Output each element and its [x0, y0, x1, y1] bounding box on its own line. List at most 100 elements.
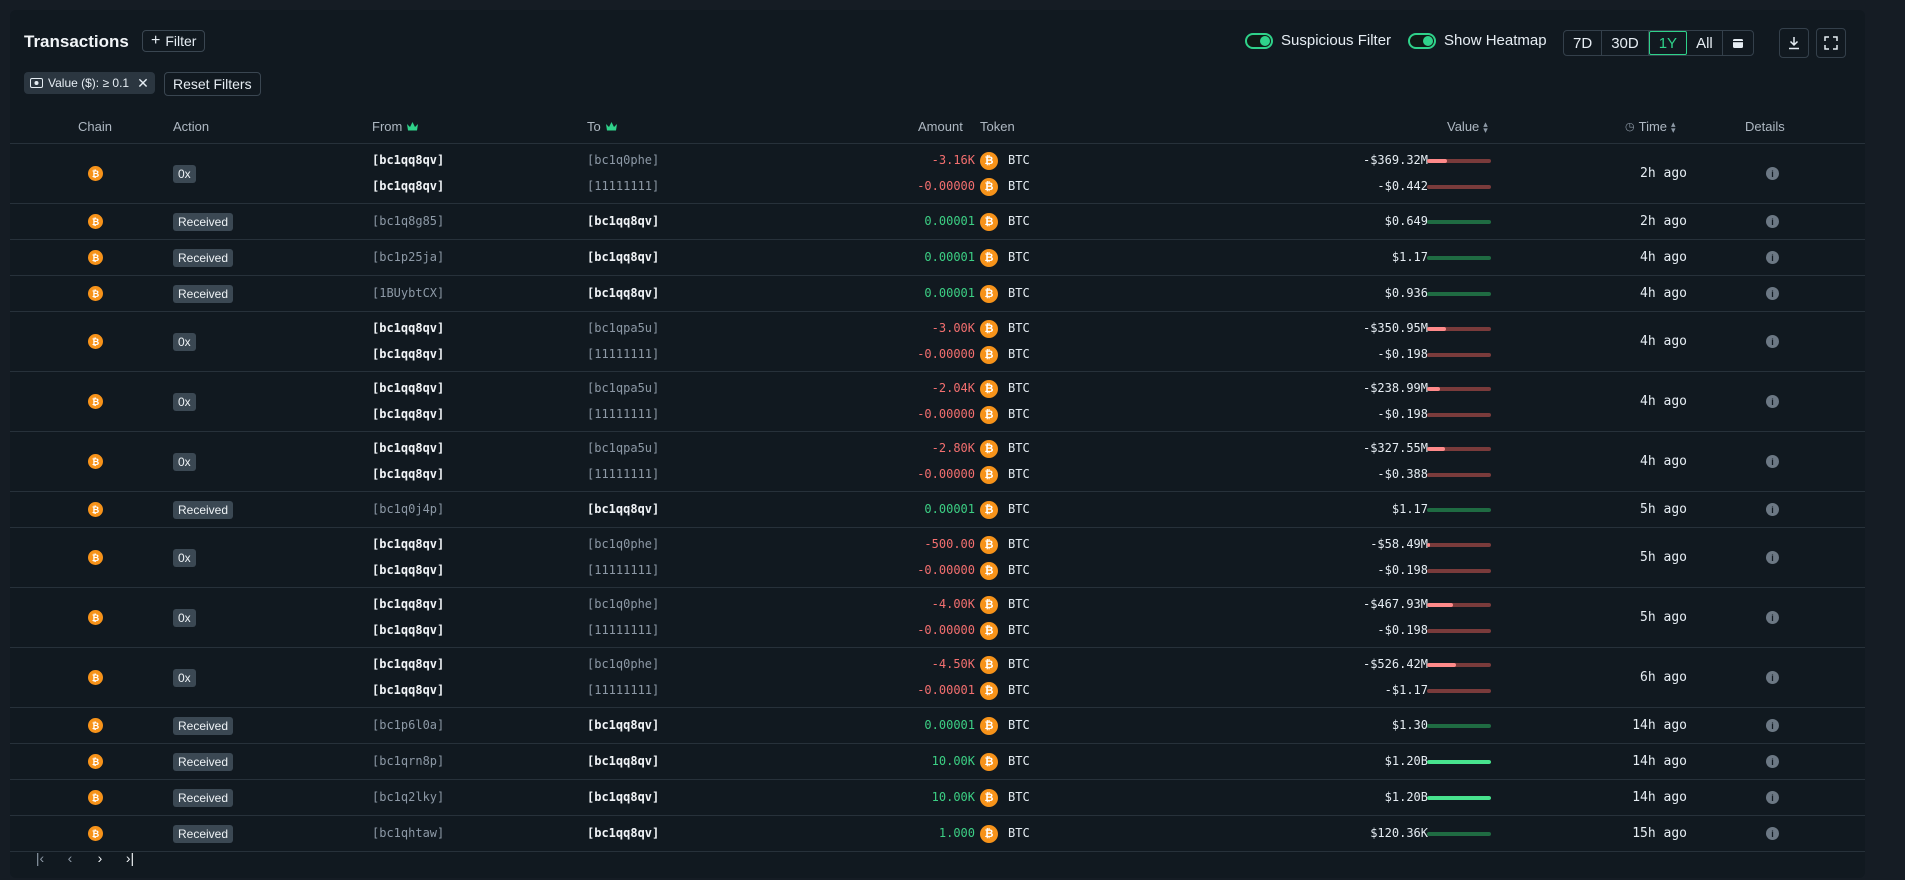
table-row[interactable]: ₿ Received [bc1q2lky] [bc1qq8qv] 10.00K ₿ BTC $… — [10, 780, 1865, 816]
range-all-button[interactable]: All — [1687, 31, 1723, 55]
to-address[interactable]: [bc1qpa5u] — [587, 441, 660, 455]
details-info-icon[interactable]: i — [1766, 551, 1779, 564]
details-info-icon[interactable]: i — [1766, 755, 1779, 768]
to-address[interactable]: [11111111] — [587, 467, 660, 481]
to-address[interactable]: [11111111] — [587, 563, 660, 577]
to-address[interactable]: [bc1qq8qv] — [587, 717, 660, 732]
from-address[interactable]: [bc1qq8qv] — [372, 597, 445, 611]
from-address[interactable]: [bc1qrn8p] — [372, 753, 445, 768]
table-row[interactable]: ₿ 0x [bc1qq8qv] [bc1q0phe] -4.50K ₿ BTC -$526.4… — [10, 648, 1865, 708]
table-row[interactable]: ₿ Received [bc1p6l0a] [bc1qq8qv] 0.00001 ₿ BTC… — [10, 708, 1865, 744]
to-address[interactable]: [bc1qpa5u] — [587, 321, 660, 335]
details-info-icon[interactable]: i — [1766, 335, 1779, 348]
crown-icon — [407, 122, 419, 131]
to-address[interactable]: [bc1qq8qv] — [587, 213, 660, 228]
from-address[interactable]: [bc1qq8qv] — [372, 467, 445, 481]
toggle-switch[interactable] — [1408, 32, 1436, 49]
range-7d-button[interactable]: 7D — [1564, 31, 1603, 55]
value-heatmap-fill — [1427, 447, 1445, 451]
details-info-icon[interactable]: i — [1766, 827, 1779, 840]
to-address[interactable]: [bc1q0phe] — [587, 597, 660, 611]
column-from[interactable]: From — [372, 119, 419, 134]
details-info-icon[interactable]: i — [1766, 671, 1779, 684]
show-heatmap-toggle[interactable]: Show Heatmap — [1408, 32, 1547, 49]
to-address[interactable]: [11111111] — [587, 179, 660, 193]
to-address[interactable]: [bc1qq8qv] — [587, 753, 660, 768]
from-address[interactable]: [bc1p6l0a] — [372, 717, 445, 732]
from-address[interactable]: [bc1qq8qv] — [372, 347, 445, 361]
from-address[interactable]: [bc1qq8qv] — [372, 537, 445, 551]
range-1y-button[interactable]: 1Y — [1648, 31, 1688, 55]
to-address[interactable]: [bc1q0phe] — [587, 657, 660, 671]
from-address[interactable]: [bc1qq8qv] — [372, 657, 445, 671]
column-value[interactable]: Value ▴ ▾ — [1447, 119, 1488, 134]
to-address[interactable]: [11111111] — [587, 347, 660, 361]
from-address[interactable]: [bc1qq8qv] — [372, 441, 445, 455]
from-address[interactable]: [bc1qq8qv] — [372, 381, 445, 395]
to-address[interactable]: [11111111] — [587, 683, 660, 697]
table-row[interactable]: ₿ Received [bc1q0j4p] [bc1qq8qv] 0.00001 ₿ BTC… — [10, 492, 1865, 528]
from-address[interactable]: [bc1q0j4p] — [372, 501, 445, 516]
details-info-icon[interactable]: i — [1766, 395, 1779, 408]
calendar-button[interactable] — [1723, 31, 1753, 55]
details-info-icon[interactable]: i — [1766, 167, 1779, 180]
to-address[interactable]: [11111111] — [587, 623, 660, 637]
column-time[interactable]: ◷ Time ▴ ▾ — [1625, 119, 1676, 134]
add-filter-button[interactable]: + Filter — [142, 30, 206, 52]
to-address[interactable]: [11111111] — [587, 407, 660, 421]
details-info-icon[interactable]: i — [1766, 791, 1779, 804]
from-address[interactable]: [bc1qq8qv] — [372, 623, 445, 637]
to-address[interactable]: [bc1qq8qv] — [587, 285, 660, 300]
from-address[interactable]: [bc1qq8qv] — [372, 407, 445, 421]
from-address[interactable]: [bc1p25ja] — [372, 249, 445, 264]
column-to[interactable]: To — [587, 119, 618, 134]
first-page-icon[interactable]: |‹ — [35, 850, 45, 866]
to-address[interactable]: [bc1qq8qv] — [587, 825, 660, 840]
download-button[interactable] — [1779, 28, 1809, 58]
remove-filter-icon[interactable]: ✕ — [137, 74, 149, 91]
table-row[interactable]: ₿ Received [bc1qrn8p] [bc1qq8qv] 10.00K ₿ BTC $… — [10, 744, 1865, 780]
details-info-icon[interactable]: i — [1766, 503, 1779, 516]
table-row[interactable]: ₿ 0x [bc1qq8qv] [bc1q0phe] -4.00K ₿ BTC -$467.9… — [10, 588, 1865, 648]
details-info-icon[interactable]: i — [1766, 287, 1779, 300]
from-address[interactable]: [bc1qq8qv] — [372, 179, 445, 193]
table-row[interactable]: ₿ Received [bc1q8g85] [bc1qq8qv] 0.00001 ₿ BTC… — [10, 204, 1865, 240]
to-address[interactable]: [bc1qq8qv] — [587, 249, 660, 264]
fullscreen-button[interactable] — [1816, 28, 1846, 58]
to-address[interactable]: [bc1q0phe] — [587, 537, 660, 551]
toggle-switch[interactable] — [1245, 32, 1273, 49]
usd-value: $1.20B — [1384, 753, 1428, 768]
to-address[interactable]: [bc1q0phe] — [587, 153, 660, 167]
reset-filters-button[interactable]: Reset Filters — [164, 72, 261, 96]
from-address[interactable]: [bc1qhtaw] — [372, 825, 445, 840]
from-address[interactable]: [bc1qq8qv] — [372, 683, 445, 697]
last-page-icon[interactable]: ›| — [125, 850, 135, 866]
to-address[interactable]: [bc1qq8qv] — [587, 501, 660, 516]
details-info-icon[interactable]: i — [1766, 215, 1779, 228]
table-row[interactable]: ₿ 0x [bc1qq8qv] [bc1qpa5u] -2.04K ₿ BTC -$238.9… — [10, 372, 1865, 432]
table-row[interactable]: ₿ 0x [bc1qq8qv] [bc1q0phe] -500.00 ₿ BTC -$58.4… — [10, 528, 1865, 588]
suspicious-filter-toggle[interactable]: Suspicious Filter — [1245, 32, 1391, 49]
table-row[interactable]: ₿ Received [1BUybtCX] [bc1qq8qv] 0.00001 ₿ BTC… — [10, 276, 1865, 312]
column-value-label: Value — [1447, 119, 1480, 134]
from-address[interactable]: [bc1q8g85] — [372, 213, 445, 228]
from-address[interactable]: [1BUybtCX] — [372, 285, 445, 300]
to-address[interactable]: [bc1qpa5u] — [587, 381, 660, 395]
details-info-icon[interactable]: i — [1766, 719, 1779, 732]
table-row[interactable]: ₿ Received [bc1p25ja] [bc1qq8qv] 0.00001 ₿ BTC… — [10, 240, 1865, 276]
range-30d-button[interactable]: 30D — [1602, 31, 1649, 55]
details-info-icon[interactable]: i — [1766, 611, 1779, 624]
table-row[interactable]: ₿ Received [bc1qhtaw] [bc1qq8qv] 1.000 ₿ BTC $1… — [10, 816, 1865, 852]
table-row[interactable]: ₿ 0x [bc1qq8qv] [bc1qpa5u] -3.00K ₿ BTC -$350.9… — [10, 312, 1865, 372]
details-info-icon[interactable]: i — [1766, 251, 1779, 264]
table-row[interactable]: ₿ 0x [bc1qq8qv] [bc1qpa5u] -2.80K ₿ BTC -$327.5… — [10, 432, 1865, 492]
table-row[interactable]: ₿ 0x [bc1qq8qv] [bc1q0phe] -3.16K ₿ BTC -$369.3… — [10, 144, 1865, 204]
from-address[interactable]: [bc1q2lky] — [372, 789, 445, 804]
from-address[interactable]: [bc1qq8qv] — [372, 563, 445, 577]
details-info-icon[interactable]: i — [1766, 455, 1779, 468]
from-address[interactable]: [bc1qq8qv] — [372, 321, 445, 335]
next-page-icon[interactable]: › — [97, 850, 103, 866]
prev-page-icon[interactable]: ‹ — [67, 850, 73, 866]
to-address[interactable]: [bc1qq8qv] — [587, 789, 660, 804]
from-address[interactable]: [bc1qq8qv] — [372, 153, 445, 167]
